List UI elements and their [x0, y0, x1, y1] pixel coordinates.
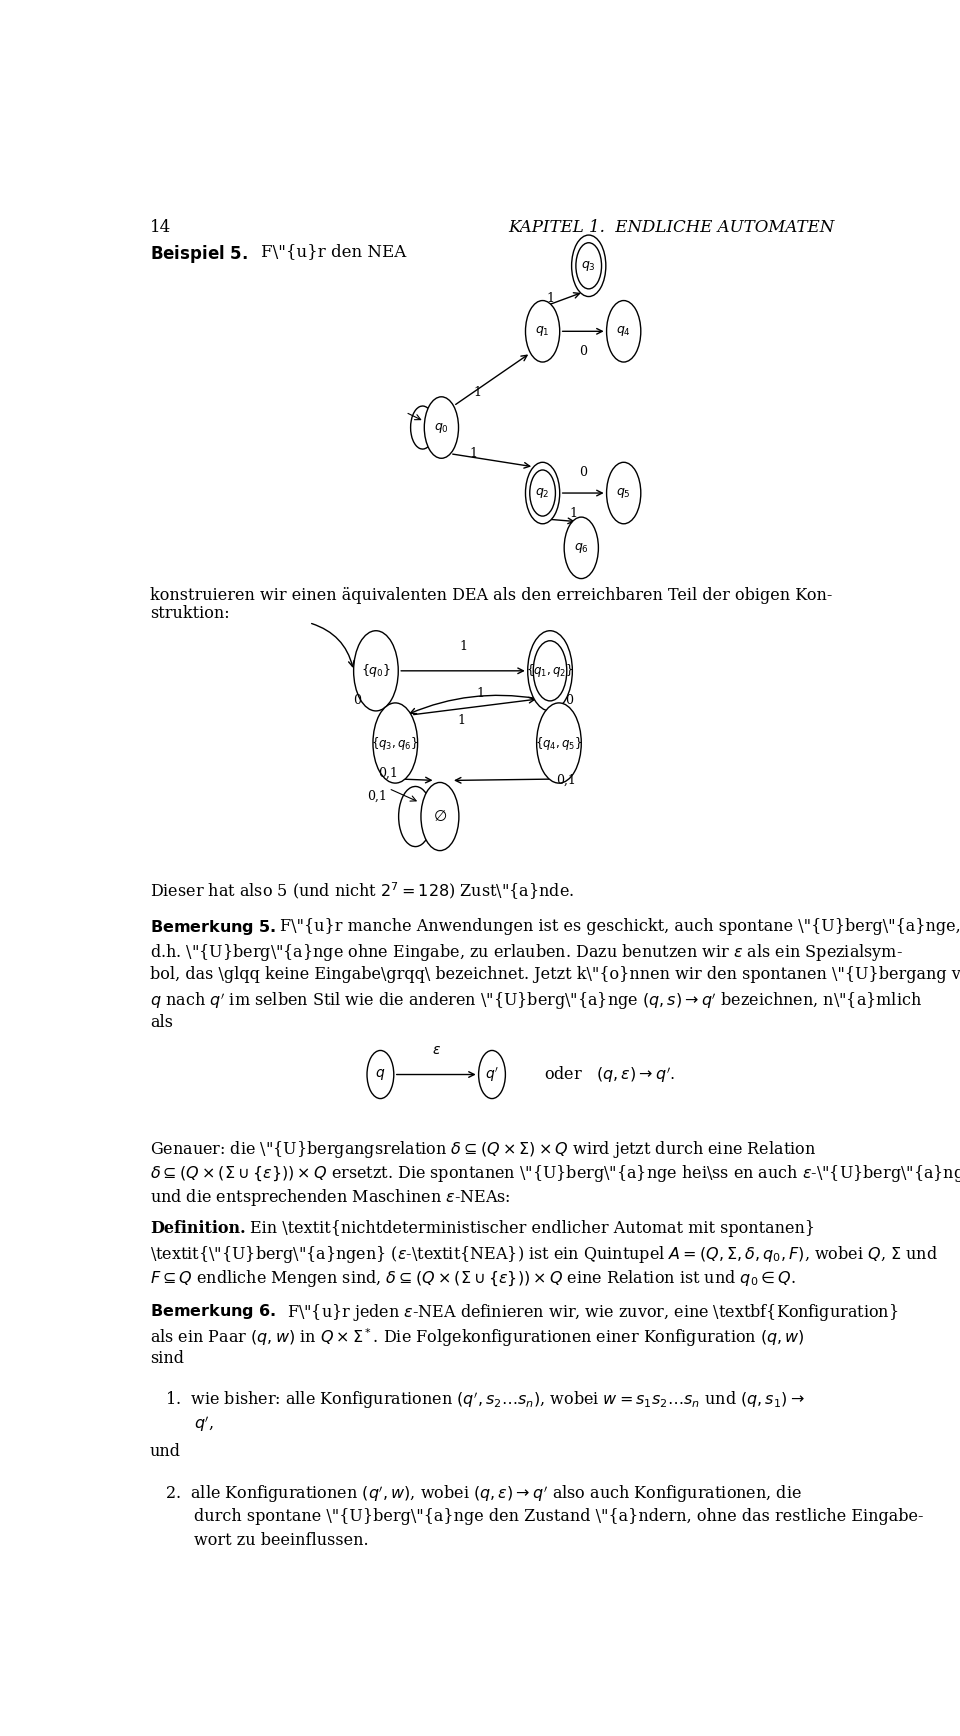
Circle shape — [353, 630, 398, 712]
Text: 1: 1 — [459, 641, 467, 653]
Text: $q_1$: $q_1$ — [536, 325, 550, 339]
Text: $q_6$: $q_6$ — [574, 542, 588, 556]
Text: F\"{u}r den NEA: F\"{u}r den NEA — [261, 243, 407, 260]
Text: 1.  wie bisher: alle Konfigurationen $(q', s_2 \ldots s_n)$, wobei $w = s_1 s_2 : 1. wie bisher: alle Konfigurationen $(q'… — [165, 1391, 804, 1411]
Text: 14: 14 — [150, 219, 171, 236]
Text: $F \subseteq Q$ endliche Mengen sind, $\delta \subseteq (Q \times (\Sigma \cup \: $F \subseteq Q$ endliche Mengen sind, $\… — [150, 1269, 796, 1290]
Circle shape — [420, 783, 459, 851]
Text: 0: 0 — [579, 467, 588, 479]
Text: 1: 1 — [469, 448, 477, 460]
Text: $q'$: $q'$ — [485, 1066, 499, 1083]
Text: $\mathbf{Bemerkung\ 5.}$: $\mathbf{Bemerkung\ 5.}$ — [150, 918, 276, 937]
Text: F\"{u}r manche Anwendungen ist es geschickt, auch spontane \"{U}berg\"{a}nge,: F\"{u}r manche Anwendungen ist es geschi… — [280, 918, 960, 936]
Text: durch spontane \"{U}berg\"{a}nge den Zustand \"{a}ndern, ohne das restliche Eing: durch spontane \"{U}berg\"{a}nge den Zus… — [194, 1507, 924, 1524]
Text: Definition.: Definition. — [150, 1220, 246, 1238]
Text: 1: 1 — [569, 507, 577, 521]
Circle shape — [367, 1050, 394, 1099]
Text: 1: 1 — [547, 292, 555, 306]
Text: $q'$,: $q'$, — [194, 1415, 214, 1434]
Text: $\delta \subseteq (Q \times (\Sigma \cup \{\varepsilon\})) \times Q$ ersetzt. Di: $\delta \subseteq (Q \times (\Sigma \cup… — [150, 1163, 960, 1184]
Text: $q_0$: $q_0$ — [434, 420, 449, 434]
Text: $\{q_0\}$: $\{q_0\}$ — [361, 663, 391, 679]
Circle shape — [528, 630, 572, 712]
Text: F\"{u}r jeden $\varepsilon$-NEA definieren wir, wie zuvor, eine \textbf{Konfigur: F\"{u}r jeden $\varepsilon$-NEA definier… — [287, 1302, 899, 1323]
Text: 1: 1 — [476, 687, 484, 700]
Text: d.h. \"{U}berg\"{a}nge ohne Eingabe, zu erlauben. Dazu benutzen wir $\varepsilon: d.h. \"{U}berg\"{a}nge ohne Eingabe, zu … — [150, 943, 902, 963]
Text: als ein Paar $(q, w)$ in $Q \times \Sigma^*$. Die Folgekonfigurationen einer Kon: als ein Paar $(q, w)$ in $Q \times \Sigm… — [150, 1326, 804, 1349]
Text: \textit{\"{U}berg\"{a}ngen} ($\varepsilon$-\textit{NEA}) ist ein Quintupel $A = : \textit{\"{U}berg\"{a}ngen} ($\varepsilo… — [150, 1245, 938, 1266]
Text: $q$ nach $q'$ im selben Stil wie die anderen \"{U}berg\"{a}nge $(q, s) \to q'$ b: $q$ nach $q'$ im selben Stil wie die and… — [150, 990, 922, 1012]
Text: $\mathbf{Bemerkung\ 6.}$: $\mathbf{Bemerkung\ 6.}$ — [150, 1302, 276, 1321]
Text: und: und — [150, 1443, 180, 1460]
Text: 0: 0 — [579, 345, 588, 358]
Text: und die entsprechenden Maschinen $\varepsilon$-NEAs:: und die entsprechenden Maschinen $\varep… — [150, 1187, 511, 1208]
Circle shape — [525, 462, 560, 524]
Text: $q$: $q$ — [375, 1068, 386, 1082]
Text: oder   $(q, \varepsilon) \to q'.$: oder $(q, \varepsilon) \to q'.$ — [544, 1064, 675, 1085]
Text: $q_5$: $q_5$ — [616, 486, 631, 500]
Text: 1: 1 — [473, 387, 481, 399]
Text: $q_3$: $q_3$ — [582, 259, 596, 273]
Text: struktion:: struktion: — [150, 606, 229, 621]
Circle shape — [372, 703, 418, 783]
Text: 2.  alle Konfigurationen $(q', w)$, wobei $(q, \varepsilon) \to q'$ also auch Ko: 2. alle Konfigurationen $(q', w)$, wobei… — [165, 1484, 802, 1505]
Circle shape — [525, 300, 560, 363]
Circle shape — [424, 398, 459, 458]
Circle shape — [571, 234, 606, 297]
Text: $\{q_4,q_5\}$: $\{q_4,q_5\}$ — [535, 734, 583, 752]
Text: sind: sind — [150, 1351, 183, 1366]
Text: 0: 0 — [353, 694, 361, 707]
Text: $\varepsilon$: $\varepsilon$ — [432, 1043, 441, 1057]
Circle shape — [607, 462, 641, 524]
Text: $q_4$: $q_4$ — [616, 325, 631, 339]
Circle shape — [479, 1050, 505, 1099]
Circle shape — [537, 703, 582, 783]
Text: $\{q_3,q_6\}$: $\{q_3,q_6\}$ — [372, 734, 420, 752]
Text: $\{q_1,q_2\}$: $\{q_1,q_2\}$ — [526, 663, 574, 679]
Text: $\varnothing$: $\varnothing$ — [433, 809, 447, 825]
Text: konstruieren wir einen äquivalenten DEA als den erreichbaren Teil der obigen Kon: konstruieren wir einen äquivalenten DEA … — [150, 587, 832, 604]
Text: $\mathbf{Beispiel\ 5.}$: $\mathbf{Beispiel\ 5.}$ — [150, 243, 248, 266]
Text: Ein \textit{nichtdeterministischer endlicher Automat mit spontanen}: Ein \textit{nichtdeterministischer endli… — [251, 1220, 815, 1238]
Text: Dieser hat also 5 (und nicht $2^7 = 128$) Zust\"{a}nde.: Dieser hat also 5 (und nicht $2^7 = 128$… — [150, 880, 574, 903]
Text: 0: 0 — [564, 694, 572, 707]
Text: 0,1: 0,1 — [368, 790, 388, 804]
Text: bol, das \glqq keine Eingabe\grqq\ bezeichnet. Jetzt k\"{o}nnen wir den spontane: bol, das \glqq keine Eingabe\grqq\ bezei… — [150, 967, 960, 983]
Text: wort zu beeinflussen.: wort zu beeinflussen. — [194, 1531, 369, 1549]
Circle shape — [607, 300, 641, 363]
Text: als: als — [150, 1014, 173, 1031]
Text: 0,1: 0,1 — [378, 767, 397, 779]
Text: $q_2$: $q_2$ — [536, 486, 550, 500]
Text: Genauer: die \"{U}bergangsrelation $\delta \subseteq (Q \times \Sigma) \times Q$: Genauer: die \"{U}bergangsrelation $\del… — [150, 1139, 816, 1160]
Text: 0,1: 0,1 — [557, 773, 576, 786]
Text: 1: 1 — [458, 713, 466, 727]
Circle shape — [564, 517, 598, 578]
Text: KAPITEL 1.  ENDLICHE AUTOMATEN: KAPITEL 1. ENDLICHE AUTOMATEN — [508, 219, 834, 236]
